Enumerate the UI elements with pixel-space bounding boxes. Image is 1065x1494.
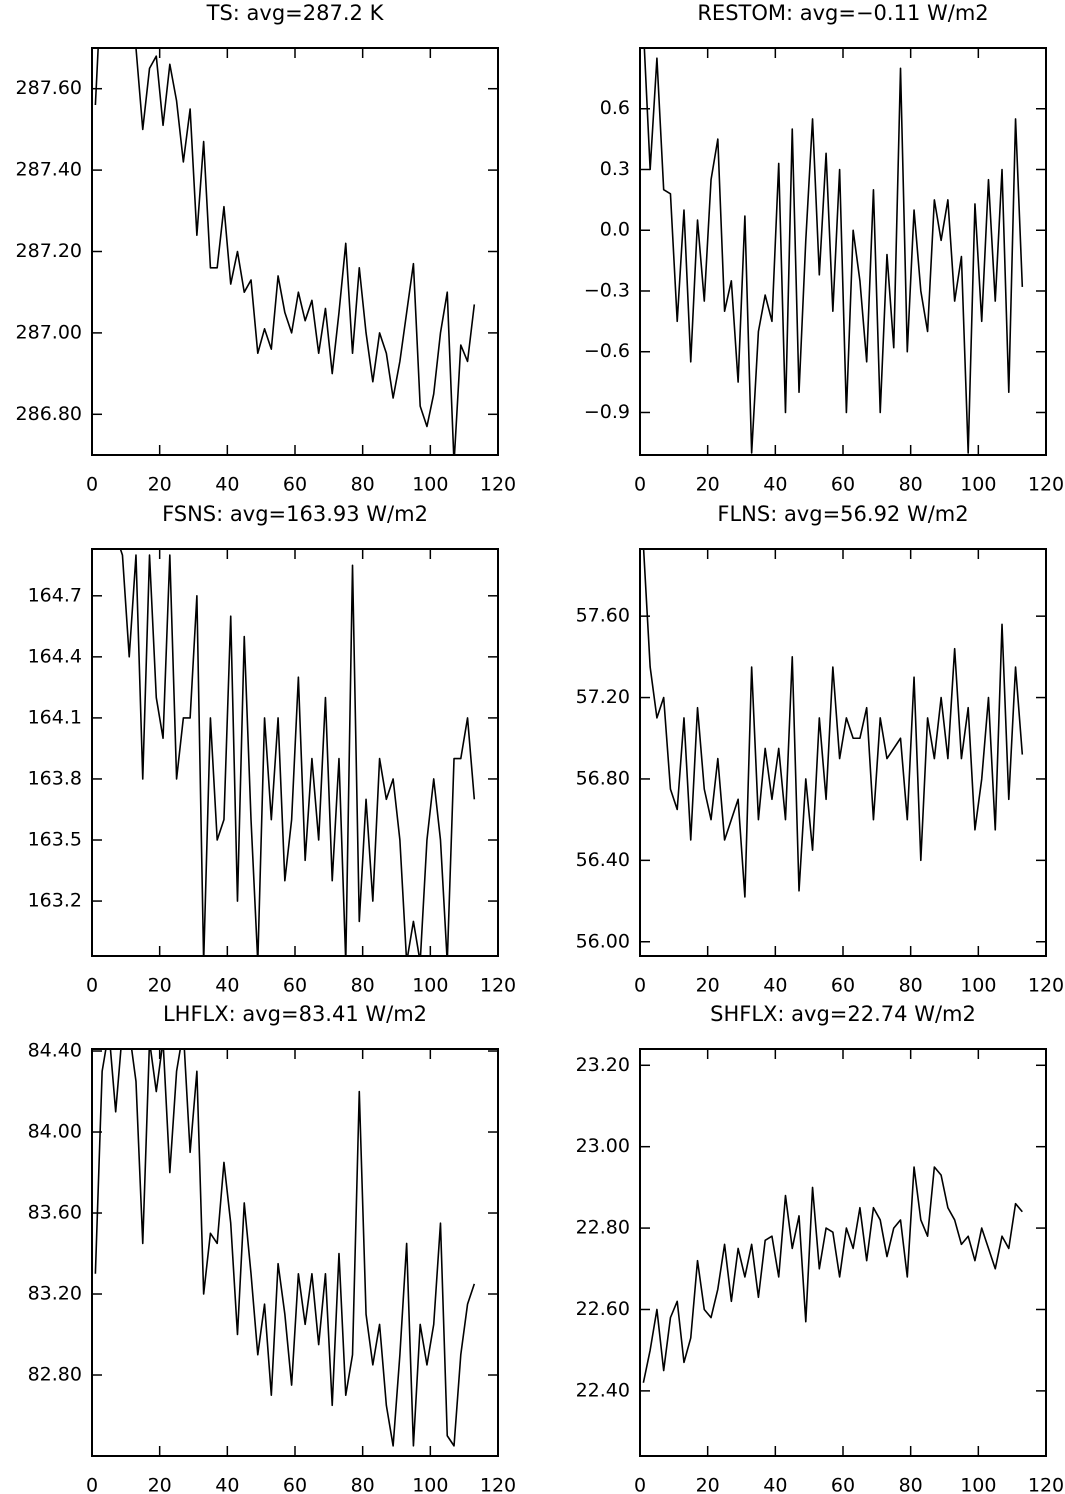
x-tick-label: 0 — [86, 474, 98, 496]
x-tick-label: 80 — [899, 975, 923, 997]
y-tick-label: 56.80 — [576, 767, 630, 789]
x-tick-label: 0 — [634, 474, 646, 496]
x-tick-label: 60 — [283, 975, 307, 997]
y-tick-label: 287.60 — [16, 77, 82, 99]
x-tick-label: 100 — [960, 474, 996, 496]
plot-frame — [91, 47, 499, 456]
y-tick-label: 56.00 — [576, 930, 630, 952]
plot-frame — [639, 47, 1047, 456]
x-tick-label: 120 — [1028, 474, 1064, 496]
y-tick-label: 0.6 — [600, 97, 630, 119]
y-tick-label: 163.2 — [28, 890, 82, 912]
y-tick-label: 83.20 — [28, 1283, 82, 1305]
x-tick-label: 80 — [899, 474, 923, 496]
data-line — [642, 1166, 1023, 1383]
y-tick-label: 287.00 — [16, 321, 82, 343]
panel-title: FLNS: avg=56.92 W/m2 — [717, 502, 968, 526]
y-tick-label: 164.7 — [28, 584, 82, 606]
y-tick-label: 164.4 — [28, 645, 82, 667]
y-tick-label: 0.0 — [600, 219, 630, 241]
data-line — [642, 549, 1024, 898]
y-tick-label: −0.3 — [584, 279, 630, 301]
x-tick-label: 100 — [412, 474, 448, 496]
x-tick-label: 20 — [148, 1475, 172, 1494]
x-tick-label: 40 — [763, 975, 787, 997]
y-tick-label: 84.40 — [28, 1040, 82, 1062]
y-tick-label: −0.9 — [584, 401, 630, 423]
x-tick-label: 120 — [480, 474, 516, 496]
x-tick-label: 40 — [763, 474, 787, 496]
x-tick-label: 80 — [351, 474, 375, 496]
panel-title: LHFLX: avg=83.41 W/m2 — [163, 1002, 427, 1026]
data-line — [94, 48, 476, 455]
panel-title: TS: avg=287.2 K — [206, 1, 385, 25]
x-tick-label: 120 — [1028, 975, 1064, 997]
x-tick-label: 80 — [351, 1475, 375, 1494]
x-tick-label: 20 — [148, 474, 172, 496]
x-tick-label: 20 — [696, 474, 720, 496]
y-tick-label: 23.00 — [576, 1135, 630, 1157]
x-tick-label: 80 — [899, 1475, 923, 1494]
y-tick-label: 163.5 — [28, 829, 82, 851]
data-line — [119, 549, 476, 956]
y-tick-label: 56.40 — [576, 849, 630, 871]
x-tick-label: 100 — [960, 975, 996, 997]
x-tick-label: 100 — [412, 975, 448, 997]
x-tick-label: 0 — [86, 975, 98, 997]
y-tick-label: 163.8 — [28, 767, 82, 789]
panel-title: RESTOM: avg=−0.11 W/m2 — [697, 1, 988, 25]
x-tick-label: 0 — [86, 1475, 98, 1494]
x-tick-label: 120 — [480, 1475, 516, 1494]
x-tick-label: 100 — [960, 1475, 996, 1494]
y-tick-label: 57.20 — [576, 686, 630, 708]
y-tick-label: 287.20 — [16, 240, 82, 262]
plot-frame — [639, 548, 1047, 957]
y-tick-label: 22.80 — [576, 1217, 630, 1239]
y-tick-label: 164.1 — [28, 706, 82, 728]
y-tick-label: 84.00 — [28, 1121, 82, 1143]
x-tick-label: 100 — [412, 1475, 448, 1494]
plot-frame — [91, 1048, 499, 1457]
panel-title: FSNS: avg=163.93 W/m2 — [162, 502, 428, 526]
plot-frame — [639, 1048, 1047, 1457]
y-tick-label: 22.40 — [576, 1379, 630, 1401]
x-tick-label: 20 — [696, 1475, 720, 1494]
x-tick-label: 20 — [696, 975, 720, 997]
x-tick-label: 120 — [1028, 1475, 1064, 1494]
x-tick-label: 120 — [480, 975, 516, 997]
y-tick-label: 23.20 — [576, 1054, 630, 1076]
x-tick-label: 80 — [351, 975, 375, 997]
y-tick-label: −0.6 — [584, 340, 630, 362]
x-tick-label: 20 — [148, 975, 172, 997]
x-tick-label: 40 — [763, 1475, 787, 1494]
x-tick-label: 40 — [215, 474, 239, 496]
data-line — [94, 1049, 476, 1447]
x-tick-label: 60 — [831, 1475, 855, 1494]
x-tick-label: 0 — [634, 975, 646, 997]
y-tick-label: 57.60 — [576, 605, 630, 627]
x-tick-label: 60 — [831, 975, 855, 997]
panel-title: SHFLX: avg=22.74 W/m2 — [710, 1002, 976, 1026]
x-tick-label: 60 — [283, 474, 307, 496]
y-tick-label: 22.60 — [576, 1298, 630, 1320]
y-tick-label: 286.80 — [16, 403, 82, 425]
y-tick-label: 287.40 — [16, 159, 82, 181]
x-tick-label: 40 — [215, 1475, 239, 1494]
x-tick-label: 60 — [831, 474, 855, 496]
y-tick-label: 0.3 — [600, 158, 630, 180]
data-line — [643, 48, 1024, 454]
x-tick-label: 0 — [634, 1475, 646, 1494]
x-tick-label: 60 — [283, 1475, 307, 1494]
y-tick-label: 83.60 — [28, 1202, 82, 1224]
y-tick-label: 82.80 — [28, 1364, 82, 1386]
plot-frame — [91, 548, 499, 957]
x-tick-label: 40 — [215, 975, 239, 997]
